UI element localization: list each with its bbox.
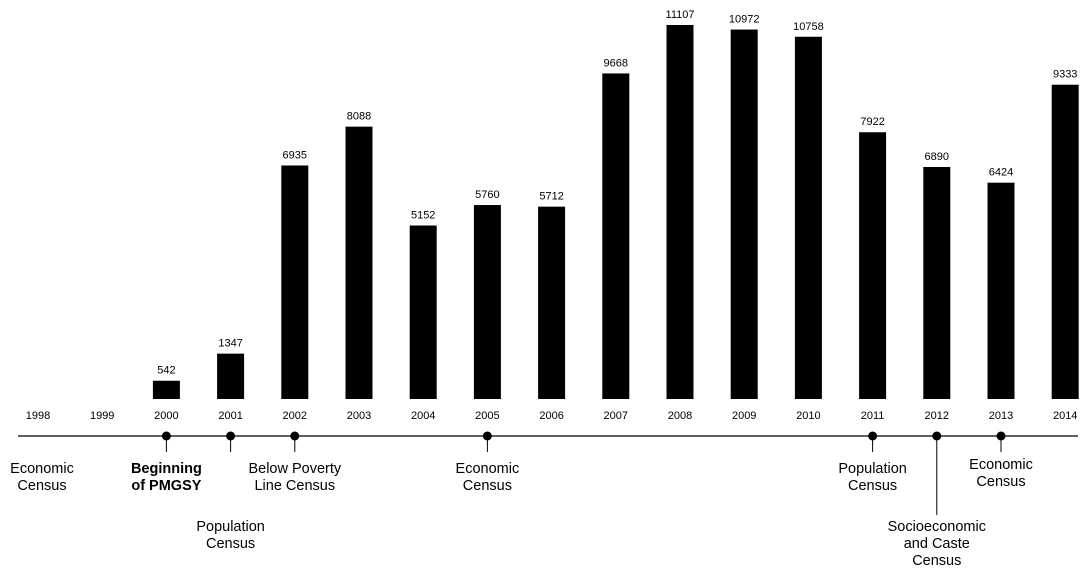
event-label-2012: Socioeconomic and Caste Census [888, 519, 986, 570]
year-label-2011: 2011 [861, 410, 885, 422]
year-label-2005: 2005 [475, 410, 499, 422]
event-dot-2001 [226, 431, 236, 441]
year-label-2004: 2004 [411, 410, 435, 422]
year-label-2006: 2006 [539, 410, 563, 422]
event-label-line: Census [912, 553, 962, 569]
bar-2009 [730, 29, 758, 400]
event-label-line: of PMGSY [131, 478, 202, 494]
bar-value-label-2013: 6424 [989, 167, 1013, 179]
event-dot-2012 [932, 431, 942, 441]
event-label-line: Line Census [254, 478, 336, 494]
event-label-2002: Below Poverty Line Census [248, 461, 341, 495]
event-label-line: Socioeconomic [887, 519, 986, 535]
year-label-2014: 2014 [1053, 410, 1077, 422]
year-label-2002: 2002 [283, 410, 307, 422]
event-label-line: Census [848, 478, 898, 494]
year-label-2000: 2000 [154, 410, 178, 422]
bar-value-label-2014: 9333 [1053, 69, 1077, 81]
event-label-line: Population [196, 519, 265, 535]
event-dot-2000 [161, 431, 171, 441]
bar-2000 [152, 380, 180, 399]
event-label-2005: Economic Census [456, 461, 520, 495]
event-label-line: and Caste [903, 536, 970, 552]
bar-value-label-2003: 8088 [347, 111, 371, 123]
event-label-line: Economic [10, 461, 74, 477]
year-label-1999: 1999 [90, 410, 114, 422]
bar-2013 [987, 182, 1015, 399]
bar-value-label-2008: 11107 [666, 9, 695, 21]
bar-2011 [859, 132, 887, 400]
event-label-2000: Beginning of PMGSY [131, 461, 202, 495]
bar-2006 [538, 206, 566, 399]
year-label-2009: 2009 [732, 410, 756, 422]
bar-2005 [473, 205, 501, 399]
year-label-2010: 2010 [796, 410, 820, 422]
bar-2010 [794, 36, 822, 400]
event-label-1998: Economic Census [10, 461, 74, 495]
bar-2001 [217, 353, 245, 399]
event-label-line: Beginning [130, 461, 202, 477]
bar-2004 [409, 225, 437, 399]
event-dot-2011 [868, 431, 878, 441]
year-label-2013: 2013 [989, 410, 1013, 422]
year-label-2003: 2003 [347, 410, 371, 422]
year-label-2007: 2007 [604, 410, 628, 422]
bar-2008 [666, 25, 694, 399]
bar-value-label-2010: 10758 [793, 21, 824, 33]
event-dot-2002 [290, 431, 300, 441]
bar-2014 [1051, 84, 1079, 400]
year-label-2012: 2012 [925, 410, 949, 422]
bar-value-label-2012: 6890 [925, 151, 949, 163]
bar-2003 [345, 126, 373, 399]
event-label-2001: Population Census [196, 519, 265, 553]
event-label-line: Economic [455, 461, 520, 477]
event-label-line: Below Poverty [248, 461, 342, 477]
event-label-line: Economic [969, 457, 1033, 473]
bar-value-label-2006: 5712 [539, 191, 563, 203]
bar-value-label-2005: 5760 [475, 189, 499, 201]
bar-2007 [602, 73, 630, 400]
bar-value-label-2000: 542 [157, 365, 175, 377]
event-dot-2013 [996, 431, 1006, 441]
year-label-2001: 2001 [218, 410, 242, 422]
year-label-2008: 2008 [668, 410, 692, 422]
event-label-line: Census [462, 478, 512, 494]
bar-value-label-2011: 7922 [860, 116, 884, 128]
event-label-line: Census [17, 478, 67, 494]
event-label-2011: Population Census [838, 461, 907, 495]
event-label-2013: Economic Census [969, 457, 1033, 491]
bar-value-label-2001: 1347 [218, 338, 242, 350]
event-label-line: Census [206, 536, 256, 552]
event-label-line: Population [838, 461, 907, 477]
event-label-line: Census [976, 474, 1026, 490]
bar-2002 [281, 165, 309, 399]
bar-2012 [923, 166, 951, 399]
bar-value-label-2009: 10972 [729, 14, 760, 26]
event-dot-2005 [482, 431, 492, 441]
bar-value-label-2002: 6935 [283, 149, 307, 161]
year-label-1998: 1998 [26, 410, 50, 422]
bar-value-label-2004: 5152 [411, 210, 435, 222]
bar-value-label-2007: 9668 [604, 57, 628, 69]
